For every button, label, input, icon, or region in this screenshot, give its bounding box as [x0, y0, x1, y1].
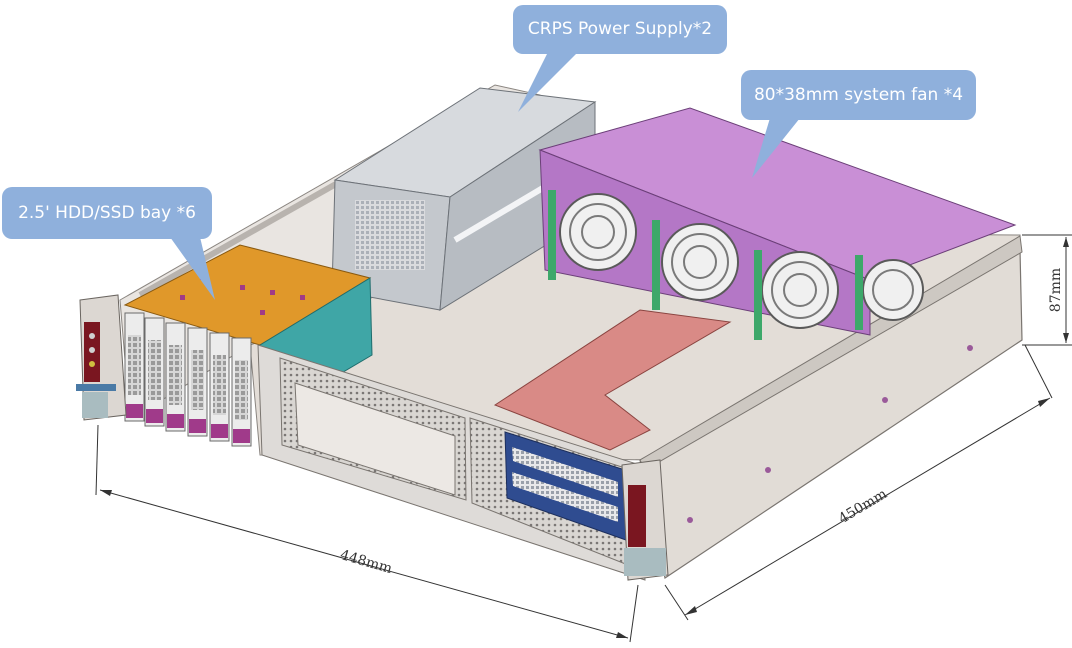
hdd-tray	[187, 327, 208, 437]
hdd-tray	[165, 322, 186, 432]
fan-4	[855, 255, 924, 330]
callout-hdd-label: 2.5' HDD/SSD bay *6	[18, 202, 196, 223]
hdd-tray	[231, 337, 252, 447]
right-rack-ear	[621, 459, 669, 581]
hdd-trays	[124, 312, 252, 447]
callout-fan-label: 80*38mm system fan *4	[753, 84, 964, 105]
fan-1	[548, 190, 637, 280]
dimension-height	[1022, 234, 1072, 346]
dimension-depth	[664, 344, 1053, 621]
callout-psu: CRPS Power Supply*2	[513, 5, 727, 54]
pcie-riser	[493, 309, 732, 451]
callout-hdd: 2.5' HDD/SSD bay *6	[2, 187, 212, 239]
fan-2	[652, 220, 739, 310]
callout-fan-pointer	[752, 118, 800, 178]
dimension-width	[95, 424, 639, 643]
hdd-tray	[209, 332, 230, 442]
callout-fan: 80*38mm system fan *4	[741, 70, 976, 120]
callout-psu-pointer	[518, 52, 578, 112]
dimension-height-label: 87mm	[1048, 268, 1064, 312]
callout-hdd-pointer	[170, 237, 215, 300]
hdd-tray	[144, 317, 165, 427]
left-rack-ear	[76, 294, 127, 421]
fan-3	[754, 250, 839, 340]
dimension-depth-label: 450mm	[836, 486, 890, 527]
callout-psu-label: CRPS Power Supply*2	[527, 19, 713, 39]
fan-bank	[538, 107, 1017, 340]
dimension-width-label: 448mm	[338, 547, 394, 577]
hdd-tray	[124, 312, 145, 422]
